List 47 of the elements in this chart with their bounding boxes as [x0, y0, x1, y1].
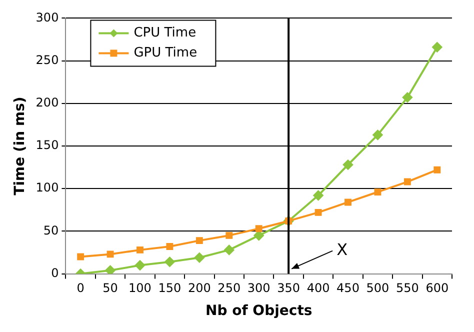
point	[404, 178, 411, 186]
x-tick-label: 250	[218, 281, 241, 296]
point	[374, 188, 382, 196]
point	[164, 256, 175, 267]
y-tick-label: 100	[36, 180, 59, 195]
point	[434, 166, 441, 174]
point	[255, 225, 262, 232]
y-tick-label: 250	[36, 52, 59, 67]
y-axis-title: Time (in ms)	[12, 96, 28, 196]
y-tick-label: 150	[36, 138, 59, 152]
x-tick-label: 200	[188, 281, 211, 296]
point	[134, 260, 145, 270]
x-tick-label: 50	[102, 281, 118, 296]
x-tick-label: 400	[306, 281, 330, 296]
x-tick-label: 450	[336, 281, 360, 296]
x-tick-label: 100	[128, 281, 152, 296]
x-tick-label: 150	[158, 281, 182, 296]
legend-label: GPU Time	[134, 46, 198, 61]
y-tick-label: 200	[36, 96, 59, 110]
point	[166, 243, 174, 250]
point	[313, 190, 324, 200]
x-axis-title: Nb of Objects	[205, 303, 312, 320]
x-tick-label: 600	[426, 281, 449, 296]
point	[314, 208, 322, 216]
x-tick-label: 550	[396, 281, 419, 296]
legend-label: CPU Time	[134, 26, 196, 41]
y-tick-label: 50	[43, 223, 59, 238]
x-tick-label: 0	[76, 281, 84, 296]
point	[226, 232, 233, 239]
point	[105, 265, 116, 274]
point	[432, 42, 442, 52]
point	[106, 250, 114, 258]
ref-line-label: X	[336, 240, 348, 259]
x-tick-label: 500	[366, 281, 390, 296]
point	[343, 160, 353, 170]
y-tick-label: 0	[51, 266, 59, 280]
point	[402, 92, 412, 102]
point	[136, 246, 144, 254]
point	[344, 198, 352, 206]
point	[196, 237, 203, 244]
point	[372, 130, 383, 140]
point	[194, 252, 204, 263]
y-tick-label: 300	[36, 10, 59, 24]
point	[77, 253, 84, 260]
point	[224, 244, 234, 255]
x-tick-label: 300	[247, 281, 270, 296]
x-tick-label: 350	[277, 281, 300, 296]
